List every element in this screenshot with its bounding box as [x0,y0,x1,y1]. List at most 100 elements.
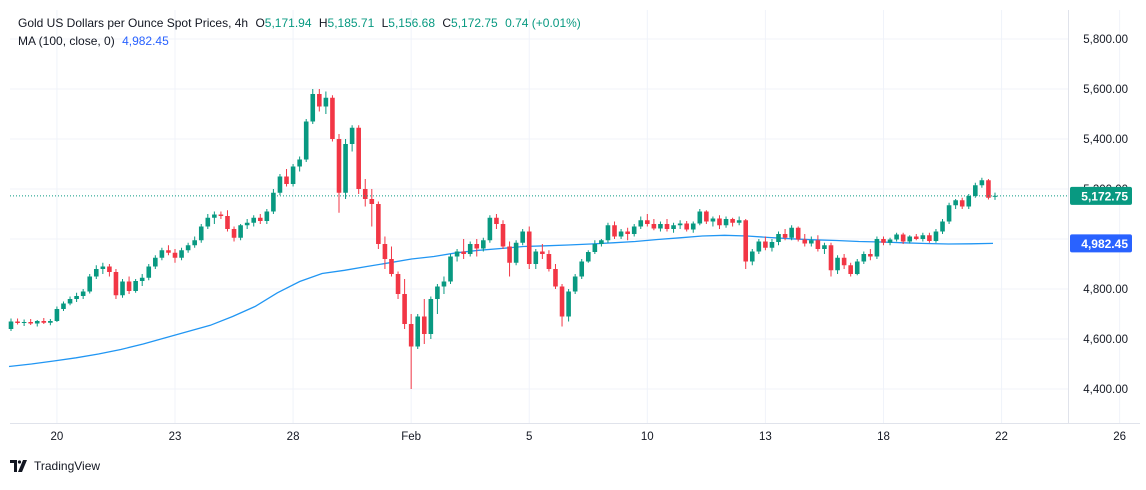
candle-body [802,239,808,244]
candle-up [520,229,525,246]
candle-body [710,218,716,222]
candle-body [927,235,932,241]
candle-down [369,189,375,227]
candle-body [402,294,407,324]
time-tick-label: 22 [995,431,1008,443]
candle-body [54,309,60,321]
candle-body [454,251,460,257]
candle-body [126,281,132,291]
candle-up [710,216,716,227]
candle-body [526,231,532,264]
candle-down [257,214,263,224]
candle-body [553,269,558,287]
candle-body [448,256,453,282]
candle-body [566,291,571,317]
candle-body [179,250,184,258]
candle-up [697,209,703,226]
candle-body [841,257,847,266]
candle-body [376,204,381,244]
candle-body [933,231,939,241]
candle-up [80,289,86,299]
candle-body [546,254,552,269]
candle-down [743,219,749,269]
candle-body [257,217,263,221]
time-tick-label: 23 [169,431,182,443]
candle-body [651,224,657,229]
candle-body [198,226,204,241]
candle-down [828,242,834,277]
time-axis[interactable]: 20 23 28 Feb 5 10 13 18 22 26 [51,431,1127,443]
candle-body [251,217,257,223]
candle-body [645,220,650,224]
candle-body [638,220,644,227]
candle-down [815,235,821,252]
candle-body [238,225,243,238]
candle-body [8,321,14,329]
candle-up [454,249,460,262]
candle-up [973,182,978,198]
candle-up [966,194,972,209]
candle-body [34,321,40,324]
candle-down [15,318,20,325]
candle-down [218,211,224,219]
candle-body [953,200,958,206]
candle-body [362,189,368,199]
candle-body [618,231,624,237]
candle-up [835,255,840,274]
last-price-badge-box [1070,186,1132,205]
tradingview-logo[interactable]: TradingView [10,459,100,473]
candle-up [481,237,486,252]
candle-body [271,192,276,212]
candle-body [159,250,165,258]
candle-down [540,244,545,259]
price-tick-label: 4,400.00 [1083,384,1128,396]
candle-up [946,202,952,224]
price-axis[interactable]: 4,400.004,600.004,800.005,000.005,200.00… [1083,34,1128,396]
ma-label[interactable]: MA (100, close, 0) [18,34,115,48]
candle-body [815,240,821,249]
candle-up [894,232,899,242]
candle-body [290,166,296,184]
candle-body [192,240,197,246]
candle-body [100,266,106,269]
candle-down [166,245,171,256]
candle-up [658,221,663,232]
candle-body [317,94,322,107]
candle-body [303,121,309,160]
ma-price-badge-box [1070,234,1132,253]
candle-up [277,174,283,196]
candle-body [520,231,525,243]
candle-up [133,279,138,293]
candle-up [323,91,329,114]
candle-body [789,227,794,238]
candle-body [585,252,591,262]
candle-body [507,246,512,263]
candle-down [107,264,112,277]
candle-body [415,316,421,347]
candle-body [900,234,906,242]
candle-body [966,196,972,207]
candle-down [172,249,178,263]
candle-up [874,236,880,259]
candle-body [264,211,270,221]
moving-average-layer [8,234,994,368]
candle-body [441,281,447,287]
candle-up [297,156,302,172]
candle-body [756,241,762,252]
candle-down [408,314,414,389]
candle-body [48,321,53,323]
candle-up [290,164,296,187]
candle-down [500,220,506,249]
price-tick-label: 5,800.00 [1083,34,1128,46]
candle-down [284,169,289,187]
candle-down [802,234,808,247]
candle-body [231,229,237,238]
symbol-title[interactable]: Gold US Dollars per Ounce Spot Prices, 4… [18,16,249,30]
candle-up [238,224,243,241]
candle-body [697,211,703,224]
ma-line [8,234,994,368]
candle-body [310,94,316,122]
candle-down [959,197,965,209]
candle-body [205,217,211,227]
